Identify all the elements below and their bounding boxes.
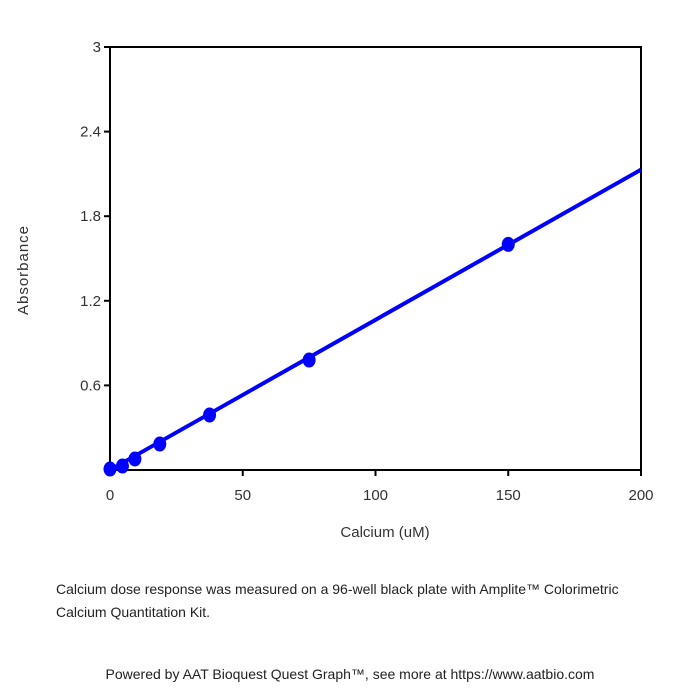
x-tick-label: 0	[106, 487, 114, 504]
fit-line	[109, 167, 642, 472]
data-point	[153, 436, 167, 452]
y-tick-label: 1.2	[80, 293, 101, 310]
y-tick-label: 1.8	[80, 208, 101, 225]
data-point	[302, 352, 316, 368]
data-point	[128, 451, 142, 467]
y-tick-label: 3	[93, 39, 101, 56]
data-point	[115, 458, 129, 474]
caption: Calcium dose response was measured on a …	[56, 581, 619, 620]
y-tick-label: 0.6	[80, 377, 101, 394]
y-tick-label: 2.4	[80, 124, 101, 141]
data-point	[501, 236, 515, 252]
data-point	[203, 407, 217, 423]
x-tick-label: 150	[496, 487, 521, 504]
y-axis-label: Absorbance	[15, 225, 32, 315]
x-tick-label: 200	[628, 487, 653, 504]
footer: Powered by AAT Bioquest Quest Graph™, se…	[105, 666, 595, 682]
x-tick-label: 50	[234, 487, 251, 504]
x-tick-label: 100	[363, 487, 388, 504]
data-point	[103, 461, 117, 477]
plot-frame	[109, 46, 642, 471]
x-axis-label: Calcium (uM)	[340, 524, 429, 541]
chart: Calcium (uM) Absorbance 0 50 100 150 200 0.6 1…	[15, 39, 654, 541]
